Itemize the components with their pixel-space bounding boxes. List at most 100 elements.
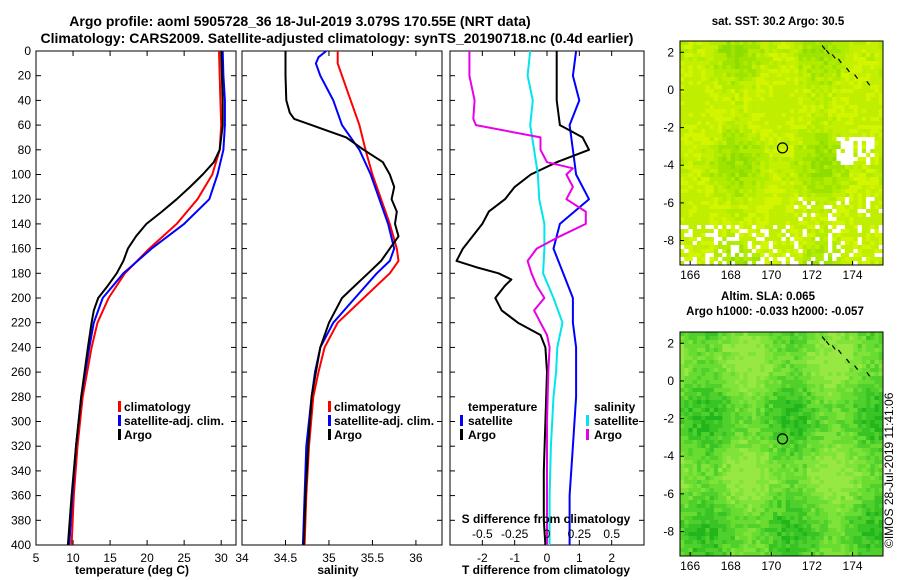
map-cell bbox=[701, 137, 706, 142]
map-cell bbox=[701, 456, 706, 461]
map-cell bbox=[866, 348, 871, 353]
y-tick-label: 300 bbox=[11, 415, 31, 429]
map-cell bbox=[853, 105, 858, 110]
map-cell bbox=[743, 384, 748, 389]
map-cell bbox=[701, 472, 706, 477]
map-cell bbox=[726, 69, 732, 74]
map-cell bbox=[743, 456, 748, 461]
map-cell bbox=[857, 173, 863, 178]
map-cell bbox=[747, 352, 753, 357]
map-cell bbox=[713, 416, 719, 421]
map-cell bbox=[794, 432, 799, 437]
map-cell bbox=[722, 245, 727, 250]
map-cell bbox=[870, 424, 875, 429]
map-cell bbox=[806, 336, 812, 341]
map-cell bbox=[819, 472, 825, 477]
map-cell bbox=[844, 185, 850, 190]
map-cell bbox=[806, 77, 812, 82]
map-cell bbox=[811, 125, 816, 130]
map-cell bbox=[756, 420, 761, 425]
map-cell bbox=[696, 45, 702, 50]
map-cell bbox=[861, 408, 867, 413]
map-cell bbox=[764, 237, 770, 242]
map-cell bbox=[760, 468, 765, 473]
map-cell bbox=[684, 89, 689, 94]
map-cell bbox=[811, 213, 816, 218]
map-cell bbox=[849, 145, 854, 150]
map-cell bbox=[878, 464, 884, 469]
map-cell bbox=[840, 237, 846, 242]
map-cell bbox=[811, 137, 816, 142]
map-cell bbox=[844, 237, 850, 242]
map-cell bbox=[811, 464, 816, 469]
map-cell bbox=[760, 484, 765, 489]
map-cell bbox=[751, 145, 757, 150]
map-cell bbox=[844, 177, 850, 182]
map-cell bbox=[861, 412, 867, 417]
map-cell bbox=[773, 480, 778, 485]
map-cell bbox=[870, 452, 875, 457]
map-cell bbox=[853, 400, 858, 405]
map-cell bbox=[760, 213, 765, 218]
map-cell bbox=[819, 480, 825, 485]
map-cell bbox=[696, 101, 702, 106]
map-cell bbox=[751, 157, 757, 162]
map-cell bbox=[696, 145, 702, 150]
map-cell bbox=[773, 177, 778, 182]
map-cell bbox=[849, 97, 854, 102]
map-cell bbox=[878, 472, 884, 477]
secondary-xlabel: S difference from climatology bbox=[462, 512, 631, 526]
map-cell bbox=[722, 356, 727, 361]
map-cell bbox=[853, 209, 858, 214]
legend-swatch-argo bbox=[328, 429, 331, 440]
map-cell bbox=[802, 404, 808, 409]
map-cell bbox=[756, 105, 761, 110]
map-cell bbox=[844, 364, 850, 369]
map-cell bbox=[684, 181, 689, 186]
map-cell bbox=[806, 356, 812, 361]
map-cell bbox=[861, 336, 867, 341]
map-cell bbox=[811, 408, 816, 413]
map-cell bbox=[785, 105, 791, 110]
map-cell bbox=[802, 400, 808, 405]
map-cell bbox=[709, 472, 715, 477]
map-cell bbox=[734, 496, 740, 501]
map-cell bbox=[789, 360, 795, 365]
map-cell bbox=[857, 225, 863, 230]
map-cell bbox=[870, 69, 875, 74]
map-cell bbox=[726, 368, 732, 373]
map-cell bbox=[709, 432, 715, 437]
map-cell bbox=[815, 480, 820, 485]
map-cell bbox=[756, 233, 761, 238]
map-cell bbox=[802, 261, 808, 266]
map-cell bbox=[756, 428, 761, 433]
map-cell bbox=[832, 73, 837, 78]
map-cell bbox=[688, 384, 693, 389]
map-cell bbox=[734, 408, 740, 413]
map-cell bbox=[726, 384, 732, 389]
map-cell bbox=[773, 237, 778, 242]
map-cell bbox=[730, 440, 736, 445]
map-cell bbox=[684, 348, 689, 353]
map-cell bbox=[806, 221, 812, 226]
map-cell bbox=[840, 384, 846, 389]
map-cell bbox=[747, 340, 753, 345]
map-cell bbox=[815, 432, 820, 437]
map-cell bbox=[781, 396, 787, 401]
map-cell bbox=[764, 85, 770, 90]
map-cell bbox=[828, 69, 833, 74]
map-cell bbox=[840, 444, 846, 449]
map-cell bbox=[802, 440, 808, 445]
map-cell bbox=[844, 484, 850, 489]
map-cell bbox=[747, 241, 753, 246]
map-cell bbox=[768, 253, 774, 258]
map-cell bbox=[844, 464, 850, 469]
map-cell bbox=[866, 249, 871, 254]
map-cell bbox=[844, 420, 850, 425]
map-cell bbox=[713, 81, 719, 86]
map-cell bbox=[849, 193, 854, 198]
map-cell bbox=[696, 61, 702, 66]
map-cell bbox=[828, 125, 833, 130]
legend-t-argo: Argo bbox=[468, 428, 496, 442]
map-cell bbox=[713, 448, 719, 453]
